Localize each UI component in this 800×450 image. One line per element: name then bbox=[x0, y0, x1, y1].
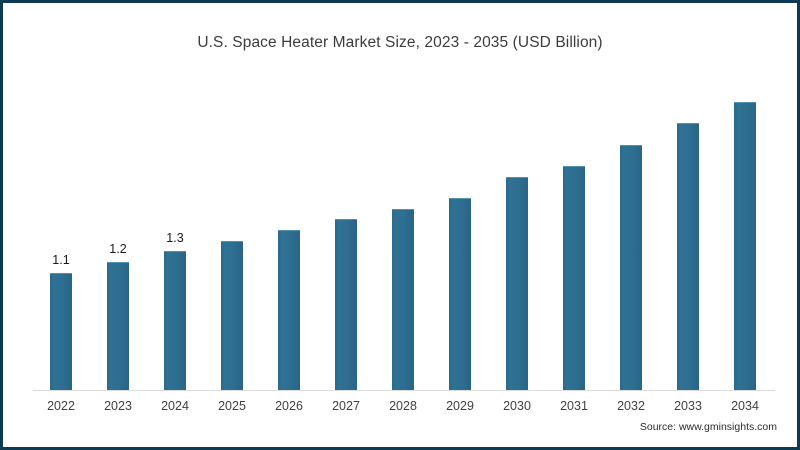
bar-rect[interactable] bbox=[506, 176, 528, 390]
chart-title: U.S. Space Heater Market Size, 2023 - 20… bbox=[197, 34, 603, 51]
x-tick-label-2022: 2022 bbox=[47, 399, 75, 413]
x-tick-label-2027: 2027 bbox=[332, 399, 360, 413]
plot-area: 1.1 1.2 1.3 bbox=[3, 63, 797, 391]
bar-rect[interactable] bbox=[335, 219, 357, 390]
x-tick-label-2033: 2033 bbox=[674, 399, 702, 413]
bar-value-label-2022: 1.1 bbox=[52, 252, 70, 267]
x-tick-label-2026: 2026 bbox=[275, 399, 303, 413]
x-tick-label-2031: 2031 bbox=[560, 399, 588, 413]
x-tick-label-2023: 2023 bbox=[104, 399, 132, 413]
source-attribution: Source: www.gminsights.com bbox=[639, 421, 777, 433]
x-tick-label-2032: 2032 bbox=[617, 399, 645, 413]
bar-rect[interactable] bbox=[449, 198, 471, 390]
x-tick-label-2030: 2030 bbox=[503, 399, 531, 413]
bar-rect[interactable] bbox=[50, 272, 72, 390]
bar-rect[interactable] bbox=[221, 240, 243, 390]
bar-rect[interactable] bbox=[734, 102, 756, 390]
x-tick-label-2034: 2034 bbox=[731, 399, 759, 413]
bar-rect[interactable] bbox=[278, 230, 300, 390]
x-tick-label-2024: 2024 bbox=[161, 399, 189, 413]
bar-rect[interactable] bbox=[107, 262, 129, 390]
bar-rect[interactable] bbox=[164, 251, 186, 390]
x-tick-label-2028: 2028 bbox=[389, 399, 417, 413]
x-axis-line bbox=[33, 390, 775, 391]
x-tick-label-2029: 2029 bbox=[446, 399, 474, 413]
x-tick-label-2025: 2025 bbox=[218, 399, 246, 413]
bar-value-label-2023: 1.2 bbox=[109, 242, 127, 256]
bar-rect[interactable] bbox=[563, 166, 585, 390]
bar-rect[interactable] bbox=[620, 144, 642, 390]
bar-rect[interactable] bbox=[392, 208, 414, 390]
bar-value-label-2024: 1.3 bbox=[166, 231, 184, 246]
bar-rect[interactable] bbox=[677, 123, 699, 390]
